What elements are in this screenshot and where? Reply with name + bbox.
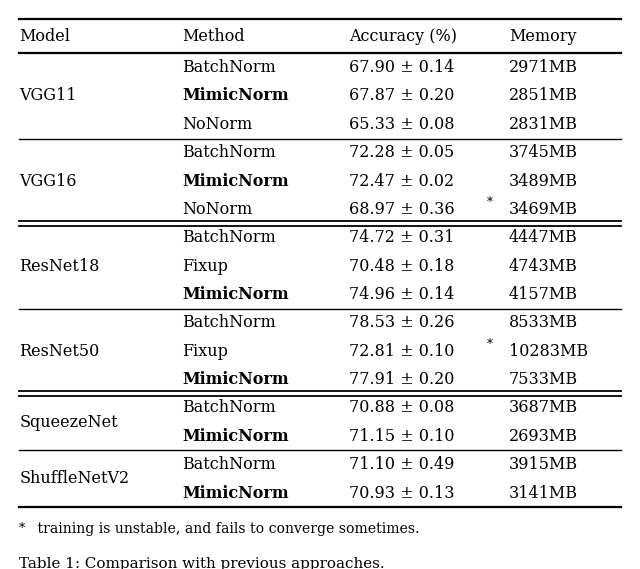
Text: 72.81 ± 0.10: 72.81 ± 0.10 <box>349 343 454 360</box>
Text: MimicNorm: MimicNorm <box>182 88 289 105</box>
Text: 74.96 ± 0.14: 74.96 ± 0.14 <box>349 286 454 303</box>
Text: ShuffleNetV2: ShuffleNetV2 <box>19 471 129 487</box>
Text: Fixup: Fixup <box>182 258 228 275</box>
Text: 71.10 ± 0.49: 71.10 ± 0.49 <box>349 456 454 473</box>
Text: 3745MB: 3745MB <box>509 144 578 161</box>
Text: 77.91 ± 0.20: 77.91 ± 0.20 <box>349 371 454 388</box>
Text: VGG11: VGG11 <box>19 88 77 105</box>
Text: SqueezeNet: SqueezeNet <box>19 414 118 431</box>
Text: NoNorm: NoNorm <box>182 116 253 133</box>
Text: 3915MB: 3915MB <box>509 456 578 473</box>
Text: NoNorm: NoNorm <box>182 201 253 218</box>
Text: 71.15 ± 0.10: 71.15 ± 0.10 <box>349 428 454 445</box>
Text: BatchNorm: BatchNorm <box>182 314 276 331</box>
Text: 2693MB: 2693MB <box>509 428 578 445</box>
Text: Fixup: Fixup <box>182 343 228 360</box>
Text: 8533MB: 8533MB <box>509 314 578 331</box>
Text: 10283MB: 10283MB <box>509 343 588 360</box>
Text: 68.97 ± 0.36: 68.97 ± 0.36 <box>349 201 454 218</box>
Text: 3687MB: 3687MB <box>509 399 578 417</box>
Text: 72.47 ± 0.02: 72.47 ± 0.02 <box>349 172 454 189</box>
Text: 2971MB: 2971MB <box>509 59 578 76</box>
Text: MimicNorm: MimicNorm <box>182 286 289 303</box>
Text: 3489MB: 3489MB <box>509 172 578 189</box>
Text: *: * <box>486 196 492 209</box>
Text: BatchNorm: BatchNorm <box>182 59 276 76</box>
Text: 78.53 ± 0.26: 78.53 ± 0.26 <box>349 314 454 331</box>
Text: 3469MB: 3469MB <box>509 201 578 218</box>
Text: 4157MB: 4157MB <box>509 286 578 303</box>
Text: 7533MB: 7533MB <box>509 371 578 388</box>
Text: Model: Model <box>19 28 70 45</box>
Text: 65.33 ± 0.08: 65.33 ± 0.08 <box>349 116 454 133</box>
Text: 3141MB: 3141MB <box>509 485 578 501</box>
Text: 72.28 ± 0.05: 72.28 ± 0.05 <box>349 144 454 161</box>
Text: BatchNorm: BatchNorm <box>182 456 276 473</box>
Text: MimicNorm: MimicNorm <box>182 485 289 501</box>
Text: *: * <box>19 522 26 535</box>
Text: 70.48 ± 0.18: 70.48 ± 0.18 <box>349 258 454 275</box>
Text: 74.72 ± 0.31: 74.72 ± 0.31 <box>349 229 454 246</box>
Text: 67.90 ± 0.14: 67.90 ± 0.14 <box>349 59 454 76</box>
Text: MimicNorm: MimicNorm <box>182 371 289 388</box>
Text: 2851MB: 2851MB <box>509 88 578 105</box>
Text: MimicNorm: MimicNorm <box>182 428 289 445</box>
Text: 4743MB: 4743MB <box>509 258 578 275</box>
Text: BatchNorm: BatchNorm <box>182 144 276 161</box>
Text: training is unstable, and fails to converge sometimes.: training is unstable, and fails to conve… <box>33 522 420 536</box>
Text: *: * <box>486 337 492 351</box>
Text: ResNet18: ResNet18 <box>19 258 100 275</box>
Text: Memory: Memory <box>509 28 576 45</box>
Text: Table 1: Comparison with previous approaches.: Table 1: Comparison with previous approa… <box>19 558 385 569</box>
Text: 2831MB: 2831MB <box>509 116 578 133</box>
Text: BatchNorm: BatchNorm <box>182 229 276 246</box>
Text: 67.87 ± 0.20: 67.87 ± 0.20 <box>349 88 454 105</box>
Text: ResNet50: ResNet50 <box>19 343 99 360</box>
Text: 70.88 ± 0.08: 70.88 ± 0.08 <box>349 399 454 417</box>
Text: 70.93 ± 0.13: 70.93 ± 0.13 <box>349 485 454 501</box>
Text: VGG16: VGG16 <box>19 172 77 189</box>
Text: Method: Method <box>182 28 245 45</box>
Text: 4447MB: 4447MB <box>509 229 577 246</box>
Text: BatchNorm: BatchNorm <box>182 399 276 417</box>
Text: MimicNorm: MimicNorm <box>182 172 289 189</box>
Text: Accuracy (%): Accuracy (%) <box>349 28 457 45</box>
